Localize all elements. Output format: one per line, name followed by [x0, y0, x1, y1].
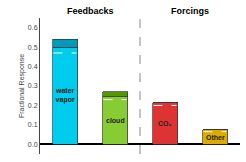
svg-text:0.0: 0.0 [28, 141, 38, 148]
svg-text:0.6: 0.6 [28, 24, 38, 31]
svg-text:Forcings: Forcings [171, 6, 209, 16]
svg-text:CO₂: CO₂ [158, 120, 172, 127]
svg-text:0.3: 0.3 [28, 82, 38, 89]
svg-text:Other: Other [206, 134, 225, 141]
svg-text:0.2: 0.2 [28, 102, 38, 109]
svg-text:watervapor: watervapor [55, 87, 75, 104]
svg-text:0.5: 0.5 [28, 44, 38, 51]
svg-text:Fractional Response: Fractional Response [18, 54, 26, 118]
svg-text:0.1: 0.1 [28, 121, 38, 128]
svg-text:0.4: 0.4 [28, 63, 38, 70]
svg-text:cloud: cloud [106, 117, 125, 124]
svg-text:Feedbacks: Feedbacks [67, 6, 114, 16]
